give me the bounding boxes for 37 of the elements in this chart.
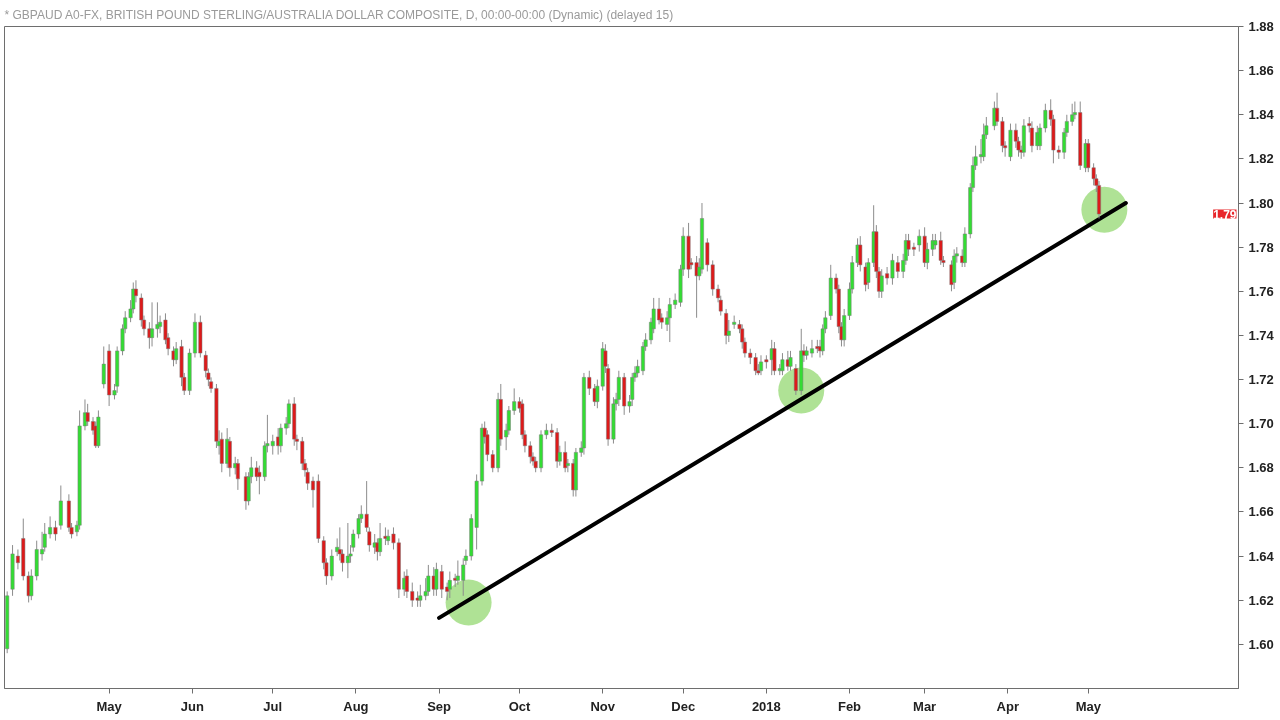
y-tick-label: 1.70: [1248, 416, 1274, 432]
y-tick-label: 1.64: [1248, 548, 1275, 564]
y-tick-label: 1.84: [1248, 107, 1275, 123]
annotation: 1.79: [1213, 207, 1237, 222]
candlestick: [1030, 120, 1034, 153]
y-tick-label: 1.66: [1248, 504, 1274, 520]
y-tick-label: 1.74: [1248, 327, 1275, 343]
x-tick-label: Jun: [180, 698, 204, 714]
candlestick: [788, 350, 793, 372]
x-tick-label: 2018: [751, 698, 781, 714]
chart-title: * GBPAUD A0-FX, BRITISH POUND STERLING/AUSTRALIA DOLLAR COMPOSITE, D, 00:00-00:00 (Dynamic) (delayed 15): [4, 7, 674, 22]
y-tick-label: 1.82: [1248, 151, 1274, 167]
candlestick: [858, 235, 863, 272]
y-tick-label: 1.72: [1248, 372, 1274, 388]
x-tick-label: Apr: [996, 698, 1019, 714]
x-tick-label: Nov: [590, 698, 616, 714]
y-tick-label: 1.80: [1248, 195, 1274, 211]
candlestick: [724, 308, 729, 345]
y-tick-label: 1.60: [1248, 636, 1274, 652]
x-tick-label: Feb: [837, 698, 862, 714]
x-tick-label: Mar: [913, 698, 937, 714]
x-tick-label: May: [1075, 698, 1102, 714]
x-tick-label: Aug: [343, 698, 369, 714]
y-tick-label: 1.76: [1248, 283, 1274, 299]
candlestick: [772, 341, 777, 376]
y-tick-label: 1.78: [1248, 239, 1274, 255]
x-tick-label: Oct: [508, 698, 532, 714]
candlestick: [378, 522, 382, 557]
x-tick-label: Jul: [263, 698, 283, 714]
y-tick-label: 1.68: [1248, 460, 1274, 476]
candlestick: [426, 564, 431, 597]
x-tick-label: May: [96, 698, 123, 714]
y-tick-label: 1.86: [1248, 63, 1274, 79]
x-tick-label: Sep: [427, 698, 452, 714]
y-tick-label: 1.62: [1248, 592, 1274, 608]
y-tick-label: 1.88: [1248, 19, 1274, 34]
x-tick-label: Dec: [671, 698, 696, 714]
